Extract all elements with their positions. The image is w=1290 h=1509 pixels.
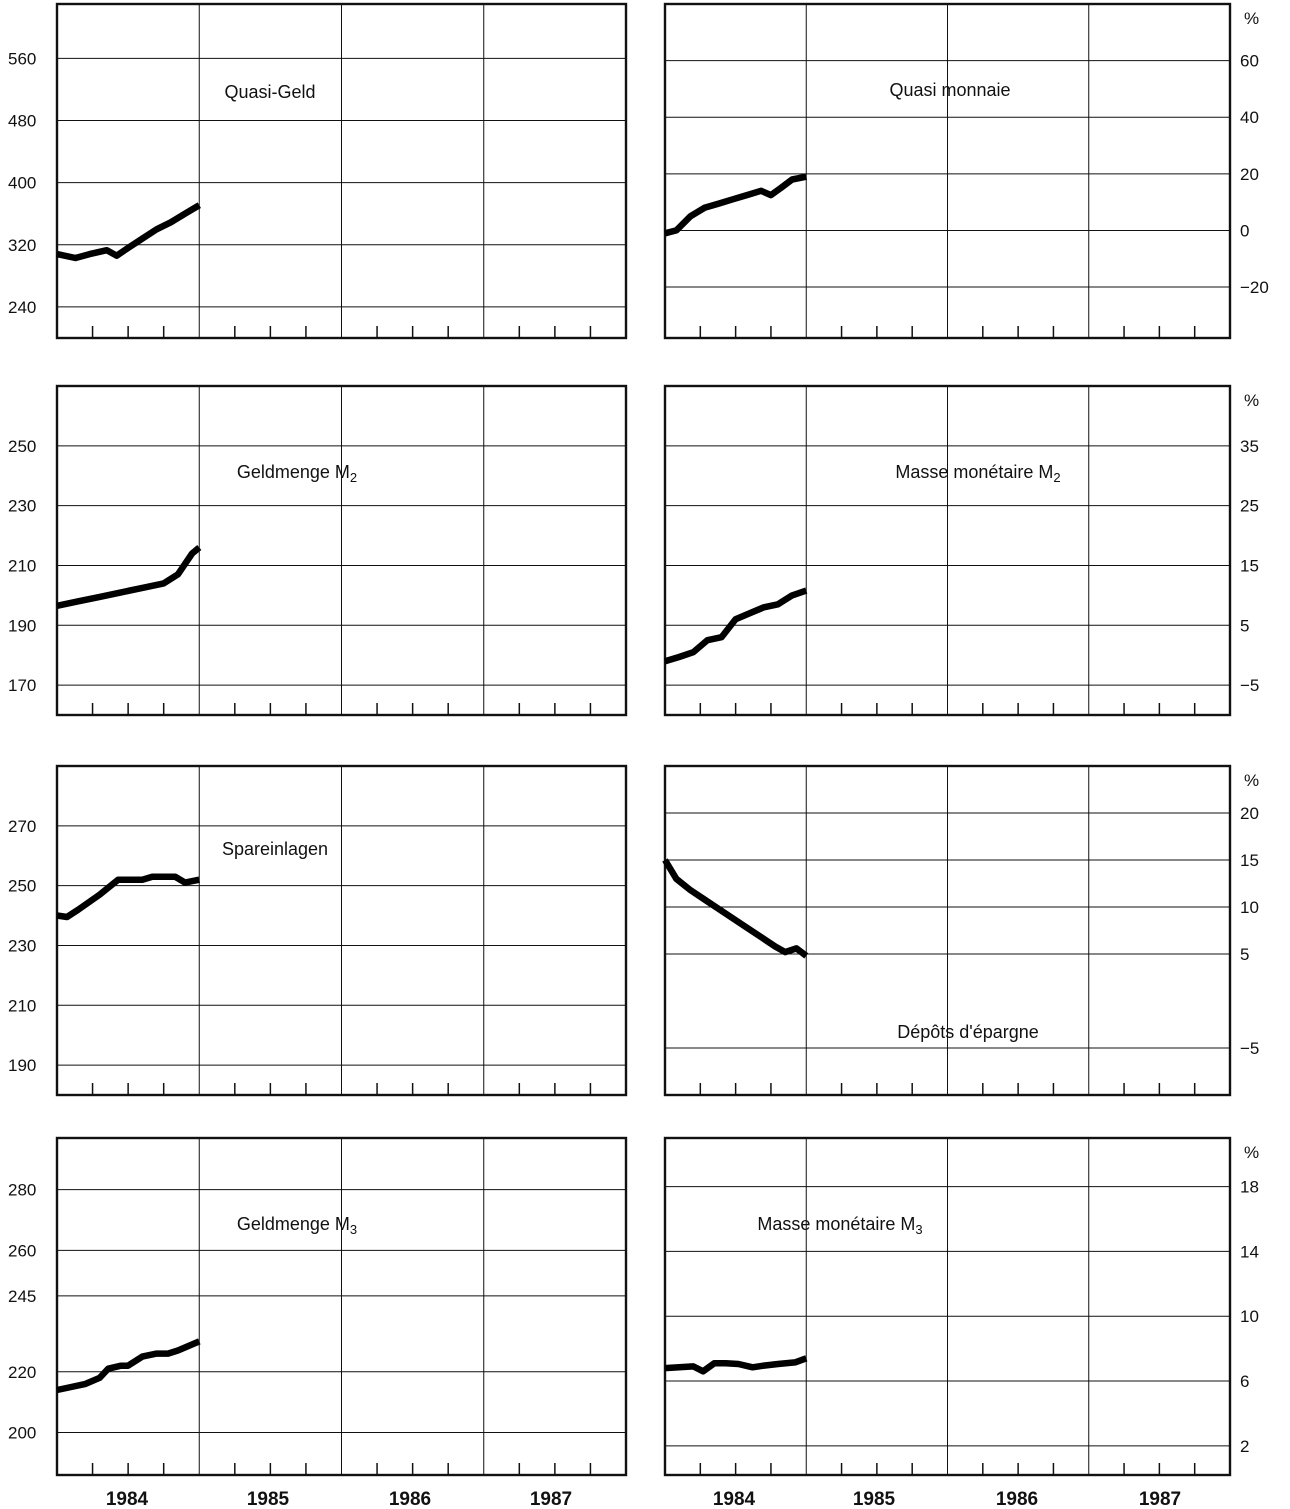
series-line [56,873,200,921]
y-tick-label: 560 [8,49,36,68]
y-tick-label: 200 [8,1423,36,1442]
series-line [664,587,808,665]
y-tick-label: 15 [1240,556,1259,575]
chart-panel-3: 170 190 210 230 250 Geldmenge M2 [8,384,628,717]
x-tick-label-1984: 1984 [106,1489,149,1509]
y-tick-label: 320 [8,236,36,255]
series-line [664,173,807,237]
y-tick-label: 250 [8,877,36,896]
y-tick-label: 5 [1240,616,1249,635]
y-tick-label: 20 [1240,804,1259,823]
x-tick-label-1987: 1987 [1139,1489,1181,1509]
y-tick-label: 240 [8,298,36,317]
y-tick-label: 210 [8,996,36,1015]
panel-title: Geldmenge M2 [237,462,357,485]
panel-title: Quasi-Geld [224,82,315,102]
y-tick-label: −5 [1240,676,1259,695]
panel-frame [663,2,1232,340]
chart-panel-8: 2 6 10 14 18% Masse monétaire M3 [663,1136,1259,1477]
y-tick-label: 210 [8,556,36,575]
y-tick-label: 190 [8,1056,36,1075]
panel-frame [663,1136,1232,1477]
x-tick-label-1985: 1985 [853,1489,896,1509]
chart-panel-4: −5 5 15 25 35% Masse monétaire M2 [663,384,1259,717]
series-line [56,545,202,609]
y-tick-label: 20 [1240,165,1259,184]
panel-frame [55,2,628,340]
unit-label: % [1244,9,1259,28]
y-tick-label: 480 [8,112,36,131]
y-tick-label: −5 [1240,1039,1259,1058]
x-tick-label-1987: 1987 [530,1489,572,1509]
y-tick-label: 220 [8,1363,36,1382]
series-line [56,1338,201,1394]
series-line [664,1355,808,1375]
x-tick-label-1986: 1986 [389,1489,431,1509]
y-tick-label: 0 [1240,221,1249,240]
y-tick-label: 6 [1240,1372,1249,1391]
chart-panel-6: −5 5 10 15 20% Dépôts d'épargne [662,764,1259,1097]
y-tick-label: 250 [8,437,36,456]
panel-title: Masse monétaire M3 [757,1214,922,1237]
chart-panel-1: 240 320 400 480 560 Quasi-Geld [8,2,628,340]
unit-label: % [1244,1143,1259,1162]
x-tick-label-1986: 1986 [996,1489,1038,1509]
y-tick-label: 5 [1240,945,1249,964]
y-tick-label: 10 [1240,1307,1259,1326]
y-tick-label: 35 [1240,437,1259,456]
unit-label: % [1244,771,1259,790]
y-tick-label: 60 [1240,52,1259,71]
y-tick-label: 190 [8,616,36,635]
chart-panel-5: 190 210 230 250 270 Spareinlagen [8,764,628,1097]
panel-frame [663,384,1232,717]
panel-frame [663,764,1232,1097]
panel-frame [55,764,628,1097]
series-line [56,202,201,262]
y-tick-label: 245 [8,1287,36,1306]
y-tick-label: 400 [8,174,36,193]
y-tick-label: 170 [8,676,36,695]
panel-title: Dépôts d'épargne [897,1022,1039,1042]
y-tick-label: 25 [1240,497,1259,516]
y-tick-label: 260 [8,1241,36,1260]
y-tick-label: 280 [8,1181,36,1200]
panel-title: Masse monétaire M2 [895,462,1060,485]
y-tick-label: 40 [1240,108,1259,127]
series-line [662,858,809,959]
x-tick-label-1985: 1985 [247,1489,290,1509]
panel-frame [55,1136,628,1477]
y-tick-label: 15 [1240,851,1259,870]
y-tick-label: 230 [8,497,36,516]
chart-panel-7: 200 220 245 260 280 Geldmenge M3 [8,1136,628,1477]
unit-label: % [1244,391,1259,410]
y-tick-label: 2 [1240,1437,1249,1456]
chart-panel-2: −20 0 20 40 60% Quasi monnaie [663,2,1269,340]
y-tick-label: 10 [1240,898,1259,917]
y-tick-label: 14 [1240,1242,1259,1261]
x-tick-label-1984: 1984 [713,1489,756,1509]
y-tick-label: 230 [8,936,36,955]
panel-title: Geldmenge M3 [237,1214,357,1237]
y-tick-label: 18 [1240,1178,1259,1197]
y-tick-label: −20 [1240,278,1269,297]
panel-title: Spareinlagen [222,839,328,859]
panel-title: Quasi monnaie [889,80,1010,100]
panel-frame [55,384,628,717]
y-tick-label: 270 [8,817,36,836]
